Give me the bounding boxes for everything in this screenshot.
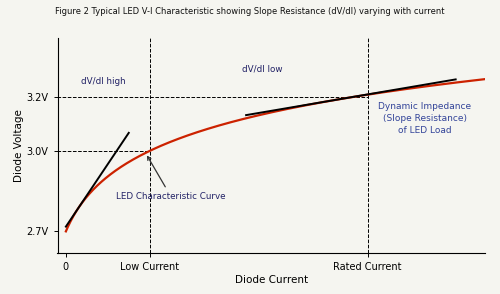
Text: dV/dI low: dV/dI low [242,65,282,74]
Text: LED Characteristic Curve: LED Characteristic Curve [116,156,226,201]
Y-axis label: Diode Voltage: Diode Voltage [14,109,24,182]
Text: dV/dI high: dV/dI high [80,77,125,86]
Text: Figure 2 Typical LED V-I Characteristic showing Slope Resistance (dV/dI) varying: Figure 2 Typical LED V-I Characteristic … [55,7,445,16]
X-axis label: Diode Current: Diode Current [234,275,308,285]
Text: Dynamic Impedance
(Slope Resistance)
of LED Load: Dynamic Impedance (Slope Resistance) of … [378,102,471,135]
